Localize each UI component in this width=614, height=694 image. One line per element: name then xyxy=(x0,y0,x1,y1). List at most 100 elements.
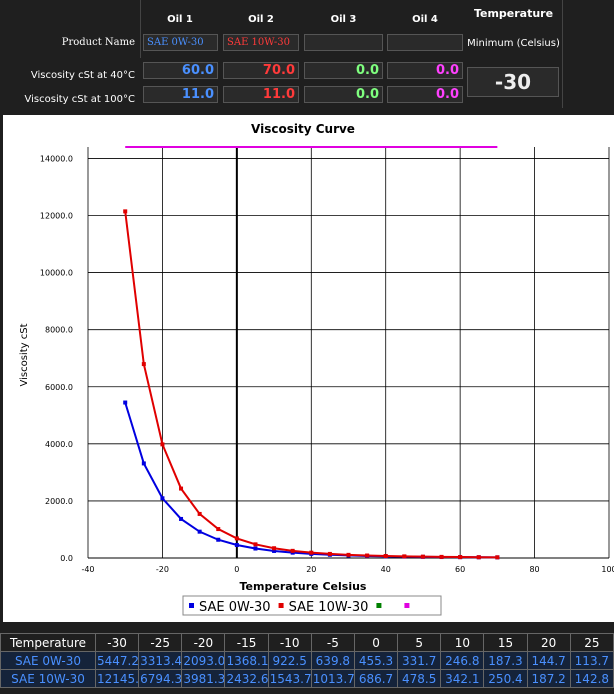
col-header: Oil 1 xyxy=(167,14,193,25)
legend-swatch xyxy=(189,603,194,608)
table-cell: 2093.0 xyxy=(181,651,226,670)
table-cell: -15 xyxy=(224,633,269,652)
table-cell: 6794.3 xyxy=(138,669,183,688)
point xyxy=(365,553,370,558)
y-tick-label: 8000.0 xyxy=(45,326,73,335)
y-tick-label: 12000.0 xyxy=(40,212,73,221)
x-tick-label: 80 xyxy=(529,565,539,574)
point xyxy=(420,554,425,559)
point xyxy=(290,548,295,553)
table-cell: 142.8 xyxy=(569,669,614,688)
point xyxy=(476,555,481,560)
point xyxy=(253,542,258,547)
chart-title: Viscosity Curve xyxy=(251,122,355,136)
v100-input[interactable]: 0.0 xyxy=(387,86,463,103)
table-cell: 686.7 xyxy=(353,669,399,688)
point xyxy=(346,552,351,557)
point xyxy=(216,537,221,542)
point xyxy=(160,442,165,447)
table-cell: -20 xyxy=(181,633,226,652)
product-input[interactable] xyxy=(304,34,383,51)
v100-input[interactable]: 11.0 xyxy=(143,86,218,103)
table-cell: 187.2 xyxy=(526,669,571,688)
legend-swatch xyxy=(404,603,410,608)
table-cell: 0 xyxy=(353,633,399,652)
y-axis-title: Viscosity cSt xyxy=(19,323,30,386)
table-cell: 113.7 xyxy=(569,651,614,670)
table-cell: SAE 10W-30 xyxy=(0,669,96,688)
table-cell: 250.4 xyxy=(483,669,528,688)
row-label: Product Name xyxy=(61,37,135,48)
table-cell: 10 xyxy=(440,633,485,652)
x-tick-label: 60 xyxy=(455,565,465,574)
point xyxy=(383,554,388,559)
y-tick-label: 14000.0 xyxy=(40,154,73,163)
table-cell: Temperature xyxy=(0,633,96,652)
table-cell: 5 xyxy=(397,633,442,652)
legend-label: SAE 0W-30 xyxy=(199,600,271,615)
table-cell: 478.5 xyxy=(397,669,442,688)
chart: Viscosity Curve Temperature Celsius Visc… xyxy=(3,115,614,622)
legend-swatch xyxy=(278,603,284,608)
min-label: Minimum (Celsius) xyxy=(467,38,560,49)
legend-label: SAE 10W-30 xyxy=(289,600,369,615)
table-cell: 922.5 xyxy=(267,651,312,670)
table-cell: 1543.7 xyxy=(267,669,312,688)
min-input[interactable]: -30 xyxy=(467,67,559,97)
point xyxy=(179,516,184,521)
point xyxy=(439,554,444,559)
point xyxy=(216,527,221,532)
v100-input[interactable]: 0.0 xyxy=(304,86,383,103)
point xyxy=(272,546,277,551)
v40-input[interactable]: 70.0 xyxy=(223,62,299,79)
legend xyxy=(182,595,442,616)
table-cell: 1368.1 xyxy=(224,651,269,670)
divider xyxy=(562,0,563,108)
point xyxy=(495,555,500,560)
table-cell: 2432.6 xyxy=(224,669,269,688)
table-cell: -25 xyxy=(138,633,183,652)
x-tick-label: 0 xyxy=(234,565,239,574)
table-cell: 455.3 xyxy=(353,651,399,670)
point xyxy=(253,546,258,551)
point xyxy=(160,496,165,501)
table-cell: -5 xyxy=(310,633,355,652)
v40-input[interactable]: 60.0 xyxy=(143,62,218,79)
table-cell: 20 xyxy=(526,633,571,652)
point xyxy=(123,209,128,214)
table-cell: 331.7 xyxy=(397,651,442,670)
x-tick-label: -20 xyxy=(156,565,169,574)
point xyxy=(141,461,146,466)
point xyxy=(197,511,202,516)
point xyxy=(141,362,146,367)
point xyxy=(272,548,277,553)
table-cell: 12145. xyxy=(94,669,140,688)
product-input[interactable]: SAE 10W-30 xyxy=(223,34,299,51)
table-cell: 639.8 xyxy=(310,651,355,670)
row-label: Viscosity cSt at 100°C xyxy=(24,94,135,105)
y-tick-label: 6000.0 xyxy=(45,383,73,392)
table-row: Temperature -30 -25 -20 -15 -10 -5 0 5 10 15 20 25 xyxy=(0,633,614,652)
v100-input[interactable]: 11.0 xyxy=(223,86,299,103)
table-cell: -10 xyxy=(267,633,312,652)
label-col xyxy=(0,0,141,58)
product-input[interactable]: SAE 0W-30 xyxy=(143,34,218,51)
y-tick-label: 2000.0 xyxy=(45,497,73,506)
table-cell: SAE 0W-30 xyxy=(0,651,96,670)
col-header: Oil 3 xyxy=(330,14,357,25)
x-tick-label: 100 xyxy=(601,565,614,574)
y-tick-label: 0.0 xyxy=(60,554,73,563)
point xyxy=(234,543,239,548)
v40-input[interactable]: 0.0 xyxy=(304,62,383,79)
table-cell: 187.3 xyxy=(483,651,528,670)
point xyxy=(309,550,314,555)
data-table: Temperature -30 -25 -20 -15 -10 -5 0 5 10 15 20 25 SA… xyxy=(0,633,614,688)
product-input[interactable] xyxy=(387,34,463,51)
table-cell: 5447.2 xyxy=(94,651,140,670)
x-axis-title: Temperature Celsius xyxy=(240,580,367,593)
v40-input[interactable]: 0.0 xyxy=(387,62,463,79)
point xyxy=(327,551,332,556)
table-cell: 1013.7 xyxy=(310,669,355,688)
table-row: SAE 10W-30 12145. 6794.3 3981.3 2432.6 1543.7… xyxy=(0,669,614,688)
col-header: Oil 2 xyxy=(248,14,274,25)
